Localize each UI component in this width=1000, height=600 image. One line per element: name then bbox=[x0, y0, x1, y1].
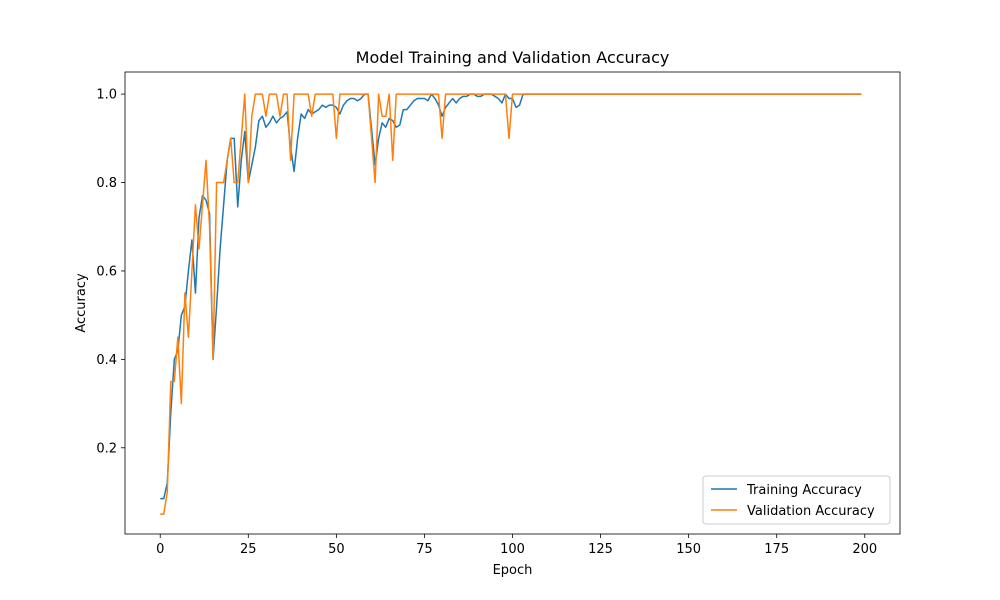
x-tick-label: 100 bbox=[500, 542, 525, 557]
y-tick-label: 1.0 bbox=[96, 88, 117, 103]
y-tick-label: 0.8 bbox=[96, 176, 117, 191]
x-tick-label: 50 bbox=[328, 542, 345, 557]
y-tick-label: 0.2 bbox=[96, 441, 117, 456]
legend-label-1: Training Accuracy bbox=[746, 483, 862, 498]
y-axis: 0.2 0.4 0.6 0.8 1.0 bbox=[96, 88, 125, 456]
x-tick-label: 75 bbox=[416, 542, 433, 557]
series-line-2 bbox=[160, 93, 862, 515]
x-tick-label: 0 bbox=[156, 542, 164, 557]
y-axis-title: Accuracy bbox=[74, 273, 89, 333]
x-axis: 0 25 50 75 100 125 150 175 200 bbox=[156, 534, 877, 557]
legend: Training Accuracy Validation Accuracy bbox=[702, 475, 891, 525]
x-tick-label: 200 bbox=[852, 542, 877, 557]
plot-area bbox=[124, 71, 901, 535]
x-axis-title: Epoch bbox=[493, 563, 533, 578]
x-tick-label: 25 bbox=[240, 542, 257, 557]
y-tick-label: 0.6 bbox=[96, 264, 117, 279]
x-tick-label: 175 bbox=[764, 542, 789, 557]
x-tick-label: 150 bbox=[676, 542, 701, 557]
series-line-1 bbox=[160, 93, 862, 500]
y-tick-label: 0.4 bbox=[96, 353, 117, 368]
x-tick-label: 125 bbox=[588, 542, 613, 557]
legend-box bbox=[702, 475, 891, 525]
legend-label-2: Validation Accuracy bbox=[747, 504, 875, 519]
chart-title: Model Training and Validation Accuracy bbox=[356, 48, 670, 67]
